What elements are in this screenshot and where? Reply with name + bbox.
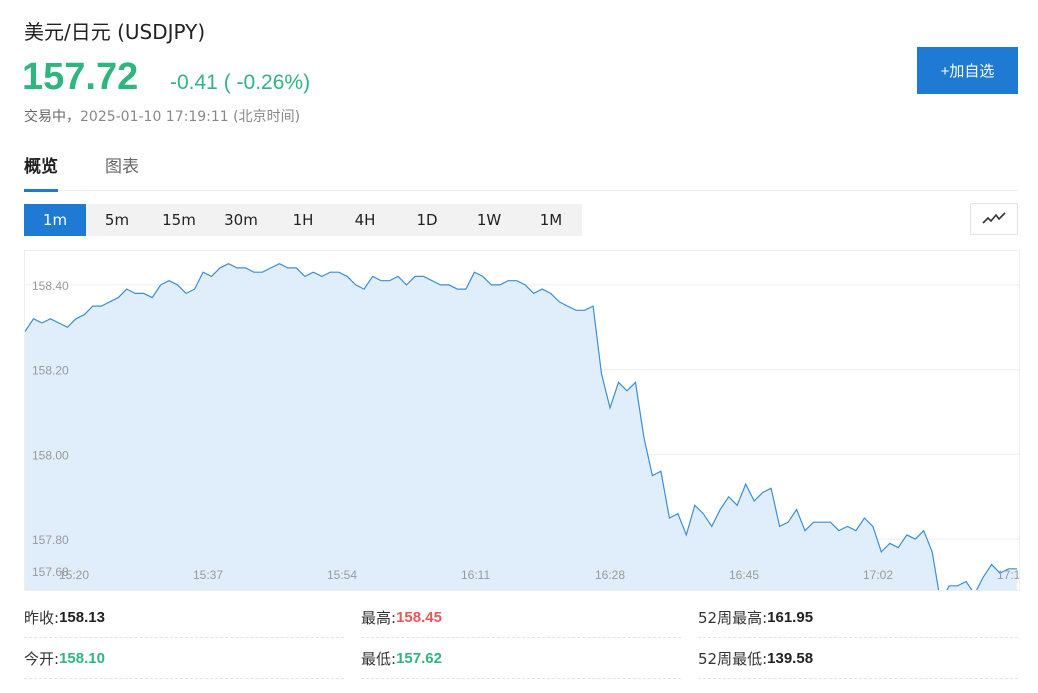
x-tick-label: 16:45 [729,568,759,582]
stat-high: 最高: 158.45 [361,597,681,638]
status-text: 交易中 [24,109,66,125]
period-1mo[interactable]: 1M [539,211,563,229]
page-title: 美元/日元 (USDJPY) [24,20,206,44]
period-1d[interactable]: 1D [416,211,438,229]
stat-prev-close: 昨收: 158.13 [24,597,344,638]
chart-type-button[interactable] [970,203,1018,235]
stat-52w-low: 52周最低: 139.58 [698,638,1018,679]
period-1m[interactable]: 1m [24,204,86,236]
y-tick-label: 157.80 [32,533,69,547]
x-tick-label: 15:54 [327,568,357,582]
line-chart-icon [982,210,1006,229]
price-line [25,263,1017,590]
status-separator: ， [66,109,80,125]
y-tick-label: 158.40 [32,279,69,293]
x-tick-label: 16:11 [461,568,490,582]
x-tick-label: 17:1 [997,568,1019,582]
x-tick-label: 16:28 [595,568,625,582]
period-1h[interactable]: 1H [292,211,314,229]
stat-label: 昨收: [24,608,60,627]
stat-label: 最高: [361,608,397,627]
timestamp: 2025-01-10 17:19:11 (北京时间) [80,109,301,125]
stat-label: 今开: [24,649,60,668]
period-5m[interactable]: 5m [104,211,130,229]
x-tick-label: 15:37 [193,568,223,582]
stats-panel: 昨收: 158.13 最高: 158.45 52周最高: 161.95 今开: … [24,597,1018,687]
tab-overview[interactable]: 概览 [24,152,58,192]
stat-52w-high: 52周最高: 161.95 [698,597,1018,638]
stat-value: 158.13 [59,608,105,626]
period-selector: 1m 5m 15m 30m 1H 4H 1D 1W 1M [24,204,582,236]
stat-value: 158.45 [396,608,442,626]
stat-value: 158.10 [59,649,105,667]
current-price: 157.72 [22,56,139,98]
period-1w[interactable]: 1W [476,211,502,229]
tab-bar: 概览 图表 [24,152,1018,192]
x-tick-label: 17:02 [863,568,893,582]
tab-chart[interactable]: 图表 [105,157,139,177]
stat-label: 52周最高: [698,608,768,627]
period-30m[interactable]: 30m [224,211,258,229]
price-change: -0.41 ( -0.26%) [170,71,311,94]
price-chart: 158.40 158.20 158.00 157.80 157.68 15:20 15:37… [24,250,1020,591]
add-watchlist-button[interactable]: +加自选 [917,47,1018,94]
stat-label: 最低: [361,649,397,668]
y-tick-label: 157.68 [32,565,69,579]
stat-open: 今开: 158.10 [24,638,344,679]
y-tick-label: 158.20 [32,364,69,378]
x-tick-label: 15:20 [59,568,89,582]
period-4h[interactable]: 4H [354,211,376,229]
stat-label: 52周最低: [698,649,768,668]
stat-value: 157.62 [396,649,442,667]
period-15m[interactable]: 15m [162,211,196,229]
trading-status: 交易中，2025-01-10 17:19:11 (北京时间) [24,106,300,126]
y-tick-label: 158.00 [32,448,69,462]
stat-value: 161.95 [767,608,814,626]
stat-low: 最低: 157.62 [361,638,681,679]
stat-value: 139.58 [767,649,814,667]
price-area [25,263,1017,590]
